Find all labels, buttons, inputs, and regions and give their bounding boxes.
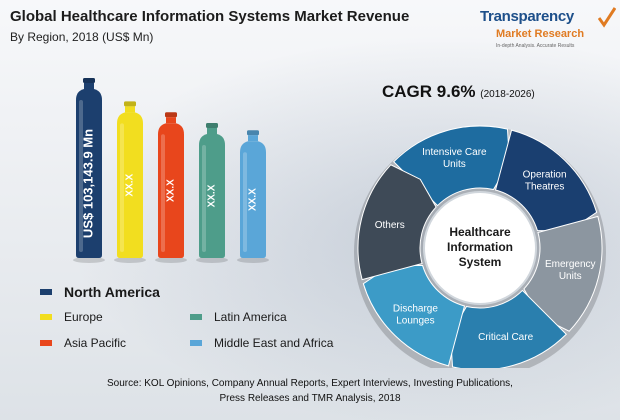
segment-arrow	[357, 164, 437, 281]
bar-shadow	[237, 257, 269, 263]
segment-label: Emergency	[545, 259, 596, 270]
segment-label: Lounges	[396, 316, 434, 327]
cycle-diagram: Intensive CareUnitsOperationTheatresEmer…	[354, 125, 606, 368]
bar-highlight	[243, 152, 247, 252]
bar-cap	[83, 78, 95, 83]
bar-body	[158, 123, 184, 258]
chart-title: Global Healthcare Information Systems Ma…	[10, 8, 410, 25]
tmr-logo: Transparency Market Research In-depth An…	[480, 6, 616, 56]
bar-shadow	[73, 257, 105, 263]
bar-cap	[206, 123, 218, 128]
center-label: System	[459, 255, 502, 269]
bar-neck	[207, 128, 217, 134]
source-note: Source: KOL Opinions, Company Annual Rep…	[0, 376, 620, 406]
source-line2: Press Releases and TMR Analysis, 2018	[219, 393, 401, 404]
legend-label: North America	[64, 284, 160, 300]
segment-label: Units	[443, 159, 466, 170]
bar-cap	[124, 101, 136, 107]
legend-label: Asia Pacific	[64, 336, 127, 350]
legend-label: Europe	[64, 310, 103, 324]
chart-subtitle: By Region, 2018 (US$ Mn)	[10, 30, 154, 44]
bar-europe: XX.X	[114, 101, 146, 263]
legend-item: Asia Pacific	[40, 336, 126, 350]
bar-shadow	[155, 257, 187, 263]
bar-data-label: XX.X	[125, 173, 136, 196]
legend-item: Latin America	[190, 310, 287, 324]
bar-neck	[248, 135, 258, 142]
segment-label: Discharge	[393, 304, 438, 315]
bar-body	[76, 89, 102, 258]
bar-body	[117, 112, 143, 259]
center-label: Healthcare	[449, 225, 511, 239]
legend-swatch	[190, 314, 202, 320]
segment-label: Theatres	[525, 182, 564, 193]
segment-label: Critical Care	[478, 332, 533, 343]
legend-swatch	[40, 314, 52, 320]
bar-data-label: XX.X	[248, 188, 259, 211]
cagr-value: CAGR 9.6%	[382, 82, 476, 101]
bar-body	[240, 141, 266, 258]
bar-north-america: US$ 103,143.9 Mn	[73, 78, 105, 263]
checkmark-icon	[598, 7, 616, 28]
bar-cap	[165, 112, 177, 118]
legend-swatch	[40, 289, 52, 295]
bar-shadow	[114, 257, 146, 263]
bar-highlight	[161, 134, 165, 252]
bar-data-label: XX.X	[166, 179, 177, 202]
bar-highlight	[202, 145, 206, 252]
cagr-label: CAGR 9.6% (2018-2026)	[382, 82, 535, 102]
bar-neck	[125, 106, 135, 113]
bar-middle-east-and-africa: XX.X	[237, 130, 269, 263]
segment-label: Intensive Care	[422, 147, 487, 158]
bar-asia-pacific: XX.X	[155, 112, 187, 263]
bar-highlight	[120, 123, 124, 253]
segment-arrow	[362, 264, 466, 367]
legend-swatch	[40, 340, 52, 346]
logo-line1: Transparency	[480, 8, 574, 25]
center-circle	[423, 191, 537, 305]
bar-neck	[166, 117, 176, 124]
center-label: Information	[447, 240, 513, 254]
bar-chart: US$ 103,143.9 Mn XX.X XX.X XX.X XX.X	[73, 78, 269, 263]
logo-tagline: In-depth Analysis. Accurate Results	[496, 43, 575, 49]
bar-highlight	[79, 100, 83, 252]
segment-arrow	[523, 215, 603, 332]
cagr-period: (2018-2026)	[480, 89, 535, 100]
bar-neck	[84, 83, 94, 89]
legend: North America Europe Latin America Asia Pac…	[40, 284, 370, 364]
legend-item: Middle East and Africa	[190, 336, 333, 350]
bar-data-label: US$ 103,143.9 Mn	[80, 129, 95, 238]
cycle-segment: Others	[357, 164, 437, 281]
bar-cap	[247, 130, 259, 136]
source-line1: Source: KOL Opinions, Company Annual Rep…	[107, 378, 513, 389]
legend-item: North America	[40, 284, 160, 300]
segment-arrow	[449, 289, 567, 368]
bar-data-label: XX.X	[207, 184, 218, 207]
logo-line2: Market Research	[496, 28, 585, 40]
bar-shadow	[196, 257, 228, 263]
legend-label: Latin America	[214, 310, 287, 324]
legend-swatch	[190, 340, 202, 346]
legend-label: Middle East and Africa	[214, 336, 334, 350]
cycle-segment: Critical Care	[449, 289, 567, 368]
segment-arrow	[494, 129, 598, 232]
bar-latin-america: XX.X	[196, 123, 228, 263]
segment-label: Others	[375, 220, 405, 231]
bar-body	[199, 134, 225, 258]
segment-label: Units	[559, 271, 582, 282]
legend-item: Europe	[40, 310, 103, 324]
segment-label: Operation	[523, 170, 567, 181]
